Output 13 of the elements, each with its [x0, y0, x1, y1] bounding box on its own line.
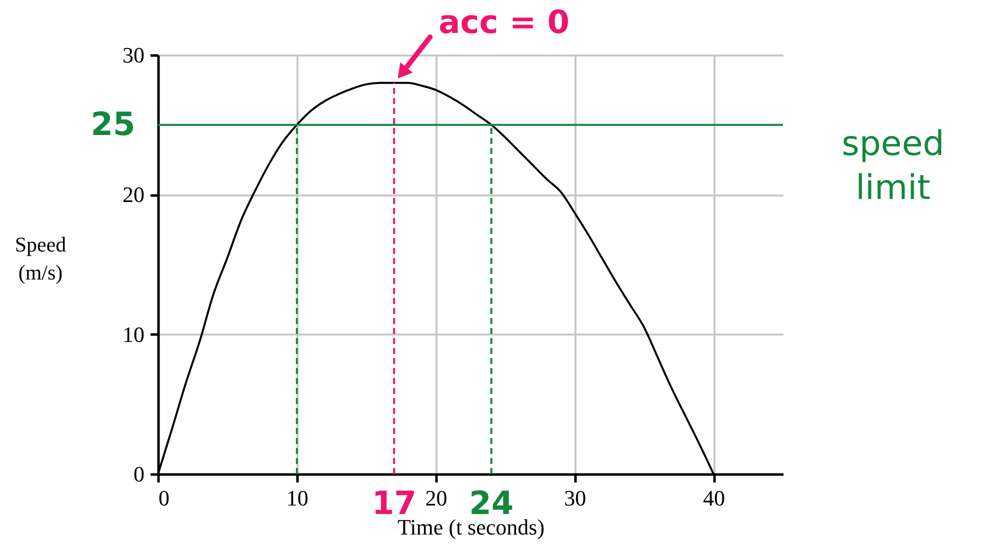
x-tick-label: 30 — [564, 486, 586, 510]
y-tick-label: 30 — [122, 42, 144, 68]
x-tick-label: 40 — [703, 486, 726, 510]
x-tick-label: 0 — [158, 486, 170, 510]
ref-line-label: speed limit — [842, 124, 944, 208]
annotation: acc = 0 — [438, 2, 570, 41]
x-tick-label: 20 — [425, 486, 448, 510]
annotation: 25 — [90, 104, 136, 143]
y-tick-label: 0 — [134, 462, 144, 486]
x-tick-label: 10 — [286, 486, 308, 510]
y-tick-label: 10 — [122, 322, 144, 347]
y-tick-label: 20 — [122, 182, 144, 208]
y-axis-title: Speed (m/s) — [14, 232, 67, 284]
